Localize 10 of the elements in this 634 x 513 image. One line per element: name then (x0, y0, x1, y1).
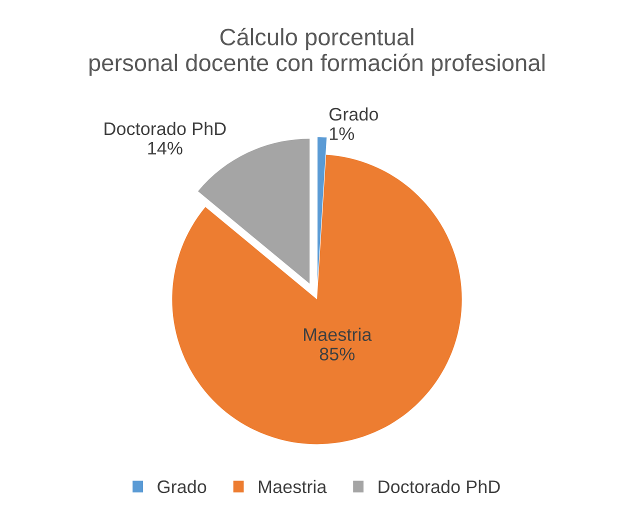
legend-label: Grado (158, 480, 206, 494)
slice-label: Doctorado PhD (104, 122, 226, 136)
legend-label: Maestria (258, 480, 327, 494)
legend-label: Doctorado PhD (378, 480, 500, 494)
data-label: 14% (148, 142, 182, 155)
slice-label: Maestria (304, 328, 372, 341)
data-label: 1% (330, 127, 354, 140)
slice-label: Grado (329, 107, 378, 121)
data-label: 85% (320, 348, 355, 360)
chart-title: Cálculo porcentual personal docente con formación profesional (90, 28, 544, 76)
